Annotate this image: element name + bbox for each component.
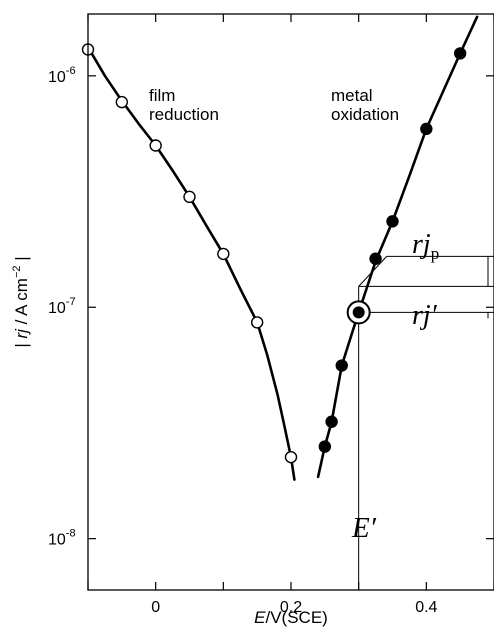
oxidation-data-point [386, 215, 399, 228]
rj-prime-label: rj′ [412, 300, 438, 331]
reduction-data-point [115, 95, 129, 109]
y-axis-label: | rj / A cm−2 | [11, 256, 31, 347]
x-axis-label: E/V(SCE) [254, 608, 328, 627]
e-prime-marker-dot [352, 306, 365, 319]
film-reduction-label: film reduction [149, 86, 219, 124]
reduction-data-point [217, 247, 230, 261]
x-tick-label: 0 [151, 599, 160, 616]
oxidation-data-point [369, 252, 382, 265]
oxidation-data-point [453, 47, 467, 60]
reduction-data-point [284, 450, 298, 464]
reduction-data-point [183, 190, 196, 204]
reduction-data-point [149, 139, 162, 152]
reduction-data-point [250, 316, 264, 329]
y-tick-label: 10-6 [48, 65, 76, 86]
oxidation-data-point [420, 122, 433, 136]
y-tick-label: 10-7 [48, 296, 76, 317]
x-tick-label: 0.2 [280, 599, 302, 616]
film-reduction-curve [86, 45, 296, 481]
rj-p-label: rjp [412, 229, 439, 263]
e-prime-label: E′ [351, 512, 377, 544]
plot-frame [87, 13, 494, 591]
y-tick-label: 10-8 [48, 528, 76, 549]
x-tick-label: 0.4 [415, 599, 437, 616]
oxidation-data-point [335, 359, 348, 372]
projection-line [358, 256, 388, 287]
metal-oxidation-label: metal oxidation [331, 86, 399, 124]
oxidation-data-point [325, 415, 338, 428]
oxidation-data-point [318, 440, 332, 453]
